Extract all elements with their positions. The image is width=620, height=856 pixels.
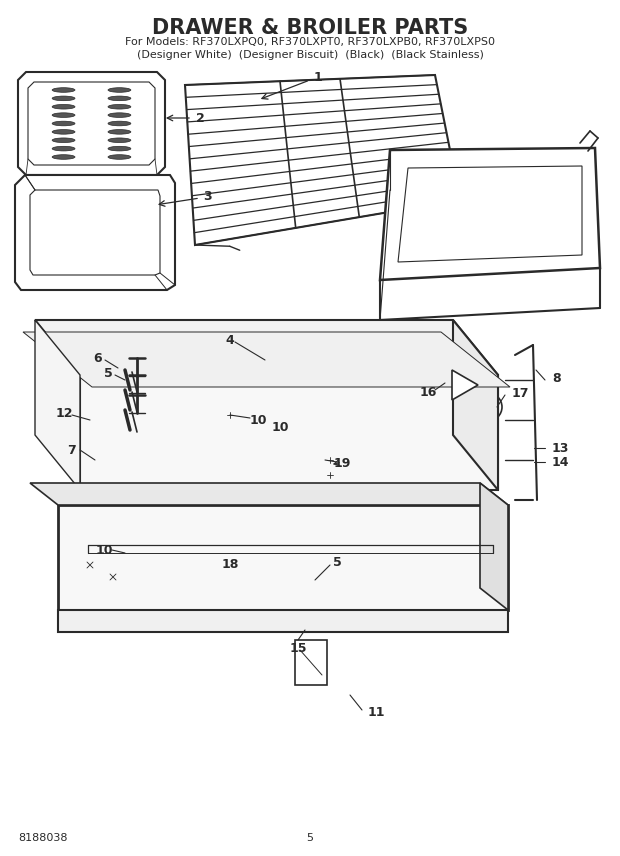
- Polygon shape: [58, 610, 508, 632]
- Polygon shape: [18, 72, 165, 175]
- Polygon shape: [185, 75, 460, 245]
- Text: 16: 16: [419, 385, 436, 399]
- Polygon shape: [380, 148, 600, 280]
- Ellipse shape: [52, 87, 75, 92]
- Text: DRAWER & BROILER PARTS: DRAWER & BROILER PARTS: [152, 18, 468, 38]
- Ellipse shape: [52, 96, 75, 101]
- Ellipse shape: [52, 138, 75, 143]
- Ellipse shape: [52, 122, 75, 126]
- Polygon shape: [80, 375, 498, 490]
- Text: 13: 13: [552, 442, 569, 455]
- Ellipse shape: [52, 146, 75, 151]
- Text: 10: 10: [272, 420, 289, 433]
- Polygon shape: [480, 483, 508, 610]
- Text: 15: 15: [290, 641, 307, 655]
- Polygon shape: [58, 505, 508, 610]
- Text: 4: 4: [226, 334, 234, 347]
- Text: 10: 10: [249, 413, 267, 426]
- Text: 6: 6: [94, 352, 102, 365]
- Text: 10: 10: [95, 544, 113, 556]
- Text: 12: 12: [55, 407, 73, 419]
- Ellipse shape: [52, 129, 75, 134]
- Text: 3: 3: [204, 189, 212, 203]
- Ellipse shape: [108, 129, 131, 134]
- Text: For Models: RF370LXPQ0, RF370LXPT0, RF370LXPB0, RF370LXPS0: For Models: RF370LXPQ0, RF370LXPT0, RF37…: [125, 37, 495, 47]
- Ellipse shape: [108, 146, 131, 151]
- Circle shape: [486, 405, 490, 409]
- Polygon shape: [35, 320, 498, 375]
- Polygon shape: [15, 175, 175, 290]
- Ellipse shape: [108, 122, 131, 126]
- Text: 2: 2: [196, 111, 205, 124]
- Ellipse shape: [108, 138, 131, 143]
- Ellipse shape: [52, 155, 75, 159]
- Text: (Designer White)  (Designer Biscuit)  (Black)  (Black Stainless): (Designer White) (Designer Biscuit) (Bla…: [136, 50, 484, 60]
- Polygon shape: [23, 332, 510, 387]
- Text: 8188038: 8188038: [18, 833, 68, 843]
- Text: 14: 14: [552, 455, 570, 468]
- Ellipse shape: [108, 155, 131, 159]
- Text: 5: 5: [332, 556, 342, 569]
- Ellipse shape: [108, 87, 131, 92]
- Polygon shape: [453, 320, 498, 490]
- Polygon shape: [30, 483, 508, 505]
- Text: 18: 18: [221, 558, 239, 572]
- Text: 1: 1: [314, 70, 322, 84]
- Text: 7: 7: [68, 443, 76, 456]
- Ellipse shape: [108, 96, 131, 101]
- Text: 19: 19: [334, 456, 351, 469]
- Polygon shape: [452, 370, 478, 400]
- Polygon shape: [295, 640, 327, 685]
- Ellipse shape: [52, 104, 75, 109]
- Text: 11: 11: [368, 705, 386, 718]
- Polygon shape: [35, 320, 80, 490]
- Text: 8: 8: [552, 372, 560, 384]
- Ellipse shape: [108, 113, 131, 117]
- Ellipse shape: [52, 113, 75, 117]
- Text: 17: 17: [512, 387, 529, 400]
- Text: 5: 5: [306, 833, 314, 843]
- Ellipse shape: [108, 104, 131, 109]
- Text: 5: 5: [104, 366, 112, 379]
